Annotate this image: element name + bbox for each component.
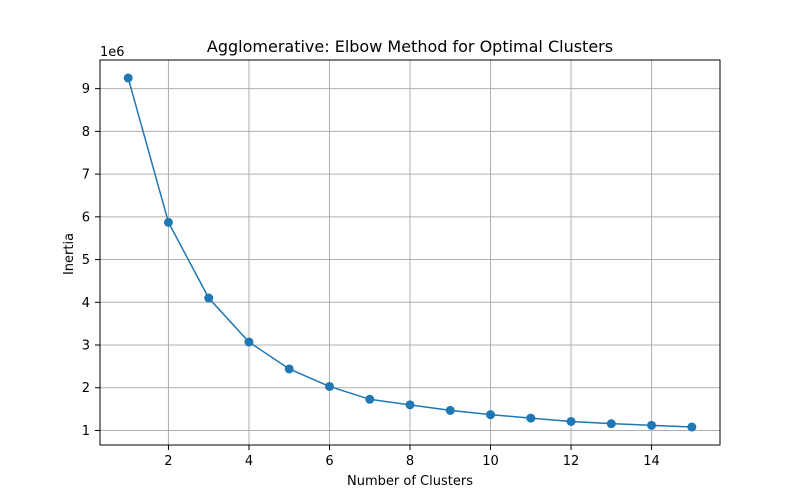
x-tick-label: 8 (406, 454, 414, 469)
y-tick-label: 4 (82, 296, 90, 311)
x-tick-label: 10 (482, 454, 499, 469)
y-tick-label: 6 (82, 210, 90, 225)
data-point (526, 413, 536, 423)
y-tick-label: 9 (82, 82, 90, 97)
x-tick-label: 14 (643, 454, 660, 469)
y-tick-label: 8 (82, 125, 90, 140)
y-tick-label: 7 (82, 168, 90, 183)
data-point (204, 293, 214, 303)
data-point (445, 405, 455, 415)
data-point (365, 394, 375, 404)
data-point (566, 416, 576, 426)
x-axis-label: Number of Clusters (347, 474, 473, 489)
data-point (284, 364, 294, 374)
data-point (163, 217, 173, 227)
data-point (405, 400, 415, 410)
y-tick-label: 1 (82, 424, 90, 439)
y-axis-label: Inertia (62, 233, 77, 275)
x-tick-label: 4 (245, 454, 253, 469)
data-point (244, 337, 254, 347)
data-point (486, 410, 496, 420)
data-point (687, 422, 697, 432)
x-tick-label: 6 (325, 454, 333, 469)
data-point (324, 381, 334, 391)
y-tick-label: 5 (82, 253, 90, 268)
y-tick-label: 2 (82, 381, 90, 396)
data-point (123, 73, 133, 83)
series-points (123, 73, 697, 432)
x-tick-label: 2 (164, 454, 172, 469)
data-point (606, 419, 616, 429)
x-tick-label: 12 (563, 454, 580, 469)
grid-lines (100, 60, 720, 445)
data-point (647, 420, 657, 430)
y-tick-label: 3 (82, 339, 90, 354)
chart-title: Agglomerative: Elbow Method for Optimal … (207, 37, 613, 56)
y-axis-offset-label: 1e6 (100, 45, 125, 60)
